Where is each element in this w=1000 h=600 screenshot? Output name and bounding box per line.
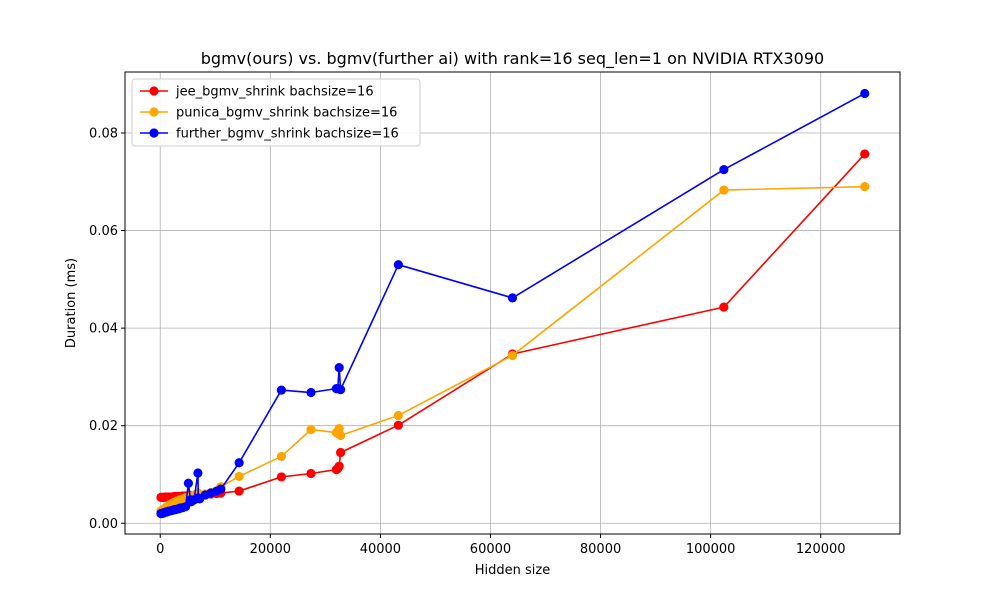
y-tick-label: 0.02	[89, 419, 118, 434]
data-point	[719, 302, 729, 312]
data-point	[860, 149, 870, 159]
data-point	[393, 410, 403, 421]
data-point	[306, 425, 316, 435]
y-tick-label: 0.08	[89, 126, 118, 141]
legend: jee_bgmv_shrink bachsize=16 punica_bgmv_s…	[131, 78, 421, 147]
chart-title: bgmv(ours) vs. bgmv(further ai) with ran…	[201, 49, 824, 69]
data-point	[719, 164, 729, 175]
data-point	[334, 461, 344, 471]
data-point	[334, 363, 344, 373]
y-tick-label: 0.00	[89, 517, 118, 532]
data-point	[306, 387, 316, 398]
legend-marker	[149, 107, 159, 117]
legend-label: punica_bgmv_shrink bachsize=16	[176, 106, 397, 121]
legend-item-2: punica_bgmv_shrink bachsize=16	[140, 106, 397, 121]
x-tick-label: 0	[156, 542, 164, 557]
data-point	[276, 472, 287, 482]
y-axis-label: Duration (ms)	[64, 258, 79, 348]
x-axis-label: Hidden size	[475, 563, 550, 578]
data-point	[335, 384, 346, 395]
legend-marker	[149, 128, 159, 138]
legend-item-3: further_bgmv_shrink bachsize=16	[140, 127, 399, 142]
legend-box	[131, 78, 421, 147]
data-point	[216, 484, 226, 494]
data-point	[507, 293, 518, 303]
x-tick-label: 120000	[796, 542, 846, 557]
series-3	[156, 88, 870, 519]
data-point	[306, 468, 316, 479]
data-point	[193, 468, 203, 478]
data-point	[335, 430, 346, 441]
x-tick-label: 20000	[250, 542, 291, 557]
legend-label: further_bgmv_shrink bachsize=16	[176, 127, 399, 142]
x-tick-label: 60000	[470, 542, 511, 557]
data-point	[276, 451, 287, 462]
data-point	[234, 458, 244, 468]
data-point	[860, 182, 870, 192]
x-tick-label: 80000	[580, 542, 621, 557]
data-point	[183, 478, 194, 488]
y-tick-label: 0.06	[89, 224, 118, 239]
data-point	[393, 260, 403, 270]
x-tick-label: 40000	[360, 542, 401, 557]
data-point	[276, 385, 287, 395]
data-point	[719, 185, 729, 195]
data-point	[393, 420, 403, 430]
legend-marker	[149, 86, 159, 96]
data-point	[507, 350, 518, 361]
y-tick-label: 0.04	[89, 322, 118, 337]
plot-frame	[124, 71, 901, 535]
legend-item-1: jee_bgmv_shrink bachsize=16	[140, 85, 374, 100]
data-point	[334, 424, 344, 434]
data-point	[234, 471, 244, 482]
data-point	[860, 88, 870, 99]
data-point	[234, 486, 244, 496]
data-point	[335, 447, 346, 458]
axis-ticks: 0 20000 40000 60000 80000 100000 120000 0.00 0.0…	[89, 126, 846, 557]
x-tick-label: 100000	[686, 542, 736, 557]
data-series	[156, 88, 870, 519]
legend-label: jee_bgmv_shrink bachsize=16	[175, 85, 374, 100]
